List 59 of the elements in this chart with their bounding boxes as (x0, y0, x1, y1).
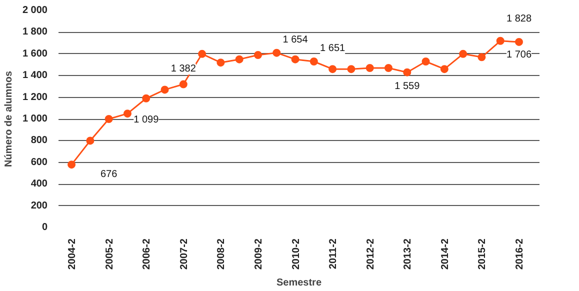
x-tick-label: 2004-2 (67, 238, 78, 270)
point (254, 50, 262, 59)
annotation: 1 828 (506, 14, 532, 25)
annotation: 676 (100, 168, 118, 180)
y-tick-label: 1 400 (22, 70, 48, 82)
y-tick-label: 200 (30, 200, 48, 212)
x-axis-title: Semestre (276, 278, 322, 289)
point (179, 80, 188, 88)
point (86, 136, 94, 145)
y-tick-label: 1 800 (22, 26, 48, 38)
point (328, 65, 337, 74)
point (142, 94, 150, 102)
x-tick-label: 2007-2 (178, 238, 190, 270)
point (272, 48, 281, 57)
point (384, 64, 392, 72)
point (68, 160, 76, 169)
y-tick-label: 1 000 (22, 114, 48, 124)
point (198, 50, 206, 58)
y-tick-label: 400 (30, 178, 48, 190)
annotation: 1 099 (134, 114, 160, 126)
annotation: 1 382 (170, 64, 196, 75)
point (459, 50, 468, 58)
point (440, 65, 448, 74)
y-tick-label: 2 000 (22, 5, 48, 16)
x-tick-label: 2011-2 (328, 238, 340, 270)
x-tick-label: 2014-2 (440, 238, 451, 270)
y-axis-title: Número de alumnos (3, 70, 14, 168)
annotation: 1 706 (506, 49, 532, 60)
point (310, 58, 318, 66)
y-tick-label: 0 (42, 222, 48, 233)
y-tick-label: 1 600 (22, 48, 48, 60)
annotation: 1 651 (320, 42, 346, 54)
annotation: 1 559 (394, 80, 420, 92)
x-tick-label: 2006-2 (142, 238, 153, 270)
point (160, 86, 169, 94)
point (366, 64, 374, 72)
x-tick-label: 2010-2 (290, 238, 302, 270)
x-tick-label: 2008-2 (216, 238, 228, 270)
x-tick-label: 2009-2 (253, 238, 264, 270)
point (422, 58, 430, 66)
x-tick-label: 2015-2 (477, 238, 488, 270)
point (291, 55, 300, 64)
y-tick-label: 600 (30, 156, 48, 168)
x-tick-label: 2016-2 (514, 238, 526, 270)
x-tick-label: 2005-2 (104, 238, 116, 270)
point (347, 65, 356, 74)
point (478, 53, 486, 62)
point (496, 36, 504, 45)
point (104, 115, 113, 123)
point (403, 68, 412, 76)
y-tick-label: 800 (30, 135, 48, 146)
point (216, 58, 225, 67)
annotation: 1 654 (282, 34, 308, 46)
point (514, 38, 523, 46)
point (123, 110, 132, 118)
point (235, 55, 244, 64)
y-tick-label: 1 200 (22, 92, 48, 103)
x-tick-label: 2013-2 (402, 238, 414, 270)
x-tick-label: 2012-2 (365, 238, 376, 270)
